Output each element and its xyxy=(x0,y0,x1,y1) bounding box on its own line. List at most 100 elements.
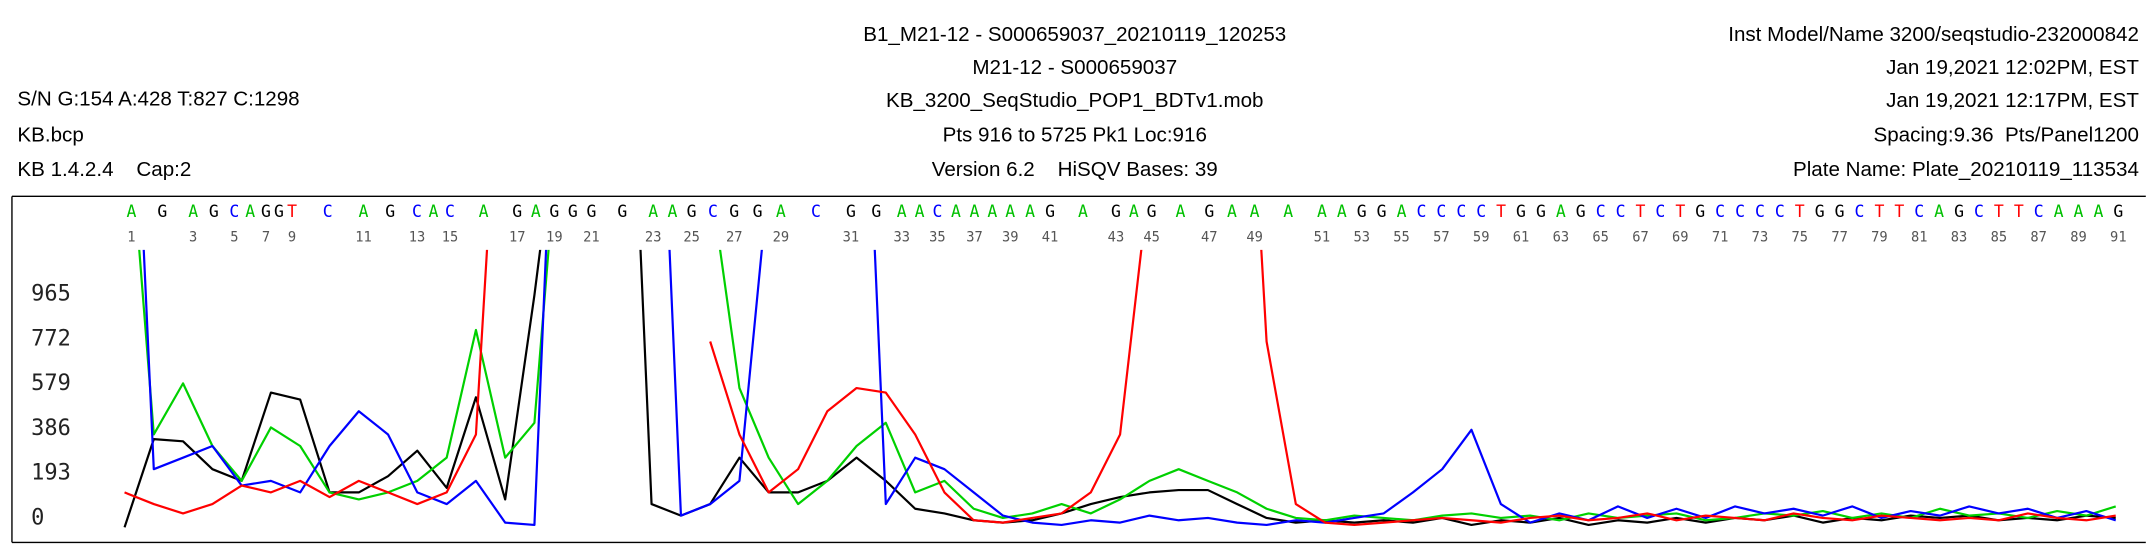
base-call: G xyxy=(1045,202,1055,221)
base-number: 57 xyxy=(1433,230,1450,246)
base-number: 53 xyxy=(1353,230,1370,246)
base-call: A xyxy=(1556,202,1566,221)
base-call: G xyxy=(1536,202,1546,221)
base-call: C xyxy=(811,202,821,221)
header-center-line: M21-12 - S000659037 xyxy=(972,56,1177,79)
base-call: T xyxy=(1874,202,1884,221)
base-call: T xyxy=(287,202,297,221)
base-number: 85 xyxy=(1991,230,2008,246)
base-number: 63 xyxy=(1553,230,1570,246)
y-tick-label: 579 xyxy=(31,371,71,396)
base-number: 29 xyxy=(773,230,790,246)
base-call: G xyxy=(1111,202,1121,221)
base-call: C xyxy=(2034,202,2044,221)
base-call: G xyxy=(1954,202,1964,221)
base-call: C xyxy=(1616,202,1626,221)
base-number: 25 xyxy=(683,230,700,246)
base-number: 13 xyxy=(409,230,426,246)
base-number: 19 xyxy=(546,230,563,246)
header-right-line: Jan 19,2021 12:17PM, EST xyxy=(1886,89,2139,112)
base-call: A xyxy=(1176,202,1186,221)
trace-line xyxy=(123,249,2116,528)
base-call: G xyxy=(753,202,763,221)
base-number: 49 xyxy=(1246,230,1263,246)
base-call: A xyxy=(479,202,489,221)
base-number: 33 xyxy=(893,230,910,246)
base-number: 71 xyxy=(1712,230,1729,246)
base-call: G xyxy=(846,202,856,221)
header-right-line: Plate Name: Plate_20210119_113534 xyxy=(1793,158,2139,181)
trace-line xyxy=(142,249,2117,527)
base-call: G xyxy=(512,202,522,221)
base-call: C xyxy=(1755,202,1765,221)
base-call: C xyxy=(932,202,942,221)
base-number: 87 xyxy=(2030,230,2047,246)
base-call: A xyxy=(2054,202,2064,221)
header-right-line: Inst Model/Name 3200/seqstudio-232000842 xyxy=(1728,23,2139,46)
base-call: C xyxy=(1417,202,1427,221)
base-number: 39 xyxy=(1002,230,1019,246)
base-call: G xyxy=(1377,202,1387,221)
base-number: 89 xyxy=(2070,230,2087,246)
base-number: 69 xyxy=(1672,230,1689,246)
base-number: 41 xyxy=(1042,230,1059,246)
base-call: A xyxy=(188,202,198,221)
header-center-line: Pts 916 to 5725 Pk1 Loc:916 xyxy=(943,123,1207,146)
base-call: A xyxy=(359,202,369,221)
header-center-line: B1_M21-12 - S000659037_20210119_120253 xyxy=(863,23,1286,46)
base-call: G xyxy=(1147,202,1157,221)
base-call: A xyxy=(648,202,658,221)
base-number: 79 xyxy=(1871,230,1888,246)
base-number: 15 xyxy=(442,230,459,246)
base-call: C xyxy=(323,202,333,221)
header-left-line: KB 1.4.2.4 Cap:2 xyxy=(17,158,191,181)
base-number: 91 xyxy=(2110,230,2127,246)
base-call: C xyxy=(1775,202,1785,221)
base-number: 11 xyxy=(355,230,372,246)
header-center-line: KB_3200_SeqStudio_POP1_BDTv1.mob xyxy=(886,89,1264,112)
base-number: 65 xyxy=(1592,230,1609,246)
header-right-line: Spacing:9.36 Pts/Panel1200 xyxy=(1873,123,2138,146)
base-call: T xyxy=(1636,202,1646,221)
base-call: G xyxy=(1835,202,1845,221)
base-call: G xyxy=(617,202,627,221)
base-call: A xyxy=(951,202,961,221)
base-call: C xyxy=(1436,202,1446,221)
base-number: 35 xyxy=(929,230,946,246)
base-call: A xyxy=(2093,202,2103,221)
base-call: C xyxy=(1655,202,1665,221)
y-tick-label: 772 xyxy=(31,326,71,351)
base-call: G xyxy=(729,202,739,221)
base-number: 75 xyxy=(1792,230,1809,246)
base-call: A xyxy=(970,202,980,221)
base-number: 17 xyxy=(509,230,526,246)
base-call: G xyxy=(2113,202,2123,221)
base-number: 83 xyxy=(1951,230,1968,246)
base-call: T xyxy=(1994,202,2004,221)
base-call: A xyxy=(1283,202,1293,221)
base-call: G xyxy=(871,202,881,221)
base-number: 23 xyxy=(645,230,662,246)
base-call: T xyxy=(1795,202,1805,221)
base-number: 73 xyxy=(1752,230,1769,246)
base-call: G xyxy=(568,202,578,221)
base-call: G xyxy=(157,202,167,221)
base-call: C xyxy=(1735,202,1745,221)
base-number: 7 xyxy=(262,230,270,246)
y-tick-label: 0 xyxy=(31,506,44,531)
base-call: C xyxy=(1596,202,1606,221)
base-call: C xyxy=(1476,202,1486,221)
base-call: A xyxy=(1005,202,1015,221)
base-call: G xyxy=(1204,202,1214,221)
base-call: G xyxy=(261,202,271,221)
base-call: G xyxy=(1357,202,1367,221)
base-number: 3 xyxy=(189,230,197,246)
base-number: 31 xyxy=(843,230,860,246)
base-call: C xyxy=(445,202,455,221)
base-call: G xyxy=(385,202,395,221)
base-number: 61 xyxy=(1513,230,1530,246)
base-call: C xyxy=(412,202,422,221)
base-call: G xyxy=(1815,202,1825,221)
base-call: G xyxy=(1516,202,1526,221)
